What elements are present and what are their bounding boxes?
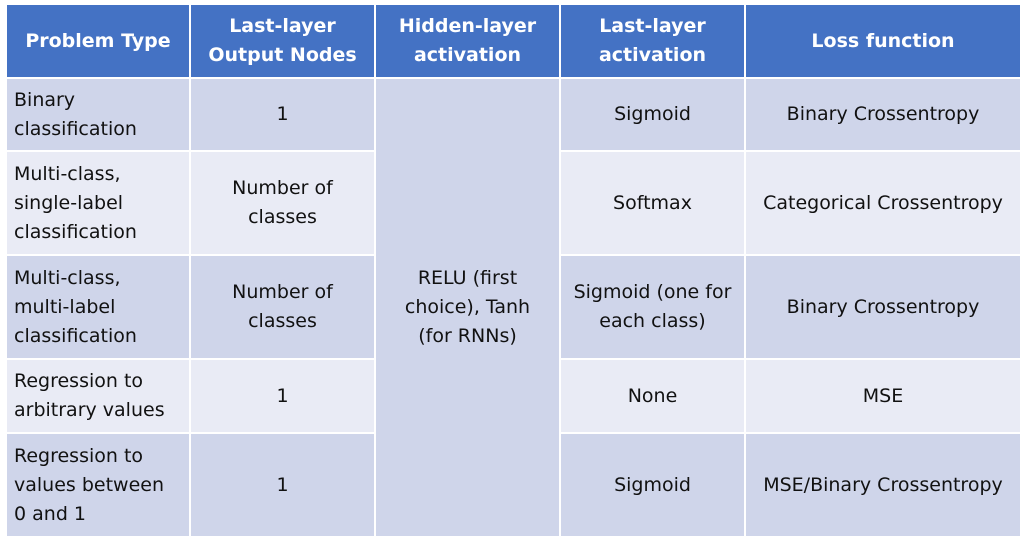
table-row: Binary classification 1 RELU (first choi… <box>5 77 1022 538</box>
output-nodes-cell: 1 <box>189 77 376 152</box>
activation-loss-table: Problem Type Last-layer Output Nodes Hid… <box>5 3 1022 538</box>
table-row: Multi-class, single-label classification… <box>5 150 1022 256</box>
loss-function-cell: Binary Crossentropy <box>744 254 1022 360</box>
table-header: Problem Type Last-layer Output Nodes Hid… <box>5 3 1022 79</box>
header-hidden-activation: Hidden-layer activation <box>374 3 561 79</box>
loss-function-cell: MSE/Binary Crossentropy <box>744 432 1022 538</box>
problem-type-cell: Regression to values between 0 and 1 <box>5 432 191 538</box>
header-row: Problem Type Last-layer Output Nodes Hid… <box>5 3 1022 79</box>
loss-function-cell: Binary Crossentropy <box>744 77 1022 152</box>
table-row: Regression to values between 0 and 1 1 S… <box>5 432 1022 538</box>
output-nodes-cell: 1 <box>189 432 376 538</box>
last-activation-cell: Sigmoid (one for each class) <box>559 254 746 360</box>
last-activation-cell: Sigmoid <box>559 432 746 538</box>
header-loss-function: Loss function <box>744 3 1022 79</box>
table-body: Binary classification 1 RELU (first choi… <box>5 77 1022 538</box>
output-nodes-cell: Number of classes <box>189 150 376 256</box>
table-row: Multi-class, multi-label classification … <box>5 254 1022 360</box>
activation-loss-table-container: Problem Type Last-layer Output Nodes Hid… <box>5 3 1022 538</box>
table-row: Regression to arbitrary values 1 None MS… <box>5 358 1022 434</box>
output-nodes-cell: 1 <box>189 358 376 434</box>
last-activation-cell: None <box>559 358 746 434</box>
problem-type-cell: Multi-class, single-label classification <box>5 150 191 256</box>
problem-type-cell: Multi-class, multi-label classification <box>5 254 191 360</box>
last-activation-cell: Sigmoid <box>559 77 746 152</box>
header-output-nodes: Last-layer Output Nodes <box>189 3 376 79</box>
problem-type-cell: Binary classification <box>5 77 191 152</box>
last-activation-cell: Softmax <box>559 150 746 256</box>
header-problem-type: Problem Type <box>5 3 191 79</box>
problem-type-cell: Regression to arbitrary values <box>5 358 191 434</box>
loss-function-cell: MSE <box>744 358 1022 434</box>
output-nodes-cell: Number of classes <box>189 254 376 360</box>
hidden-activation-cell: RELU (first choice), Tanh (for RNNs) <box>374 77 561 538</box>
header-last-activation: Last-layer activation <box>559 3 746 79</box>
loss-function-cell: Categorical Crossentropy <box>744 150 1022 256</box>
